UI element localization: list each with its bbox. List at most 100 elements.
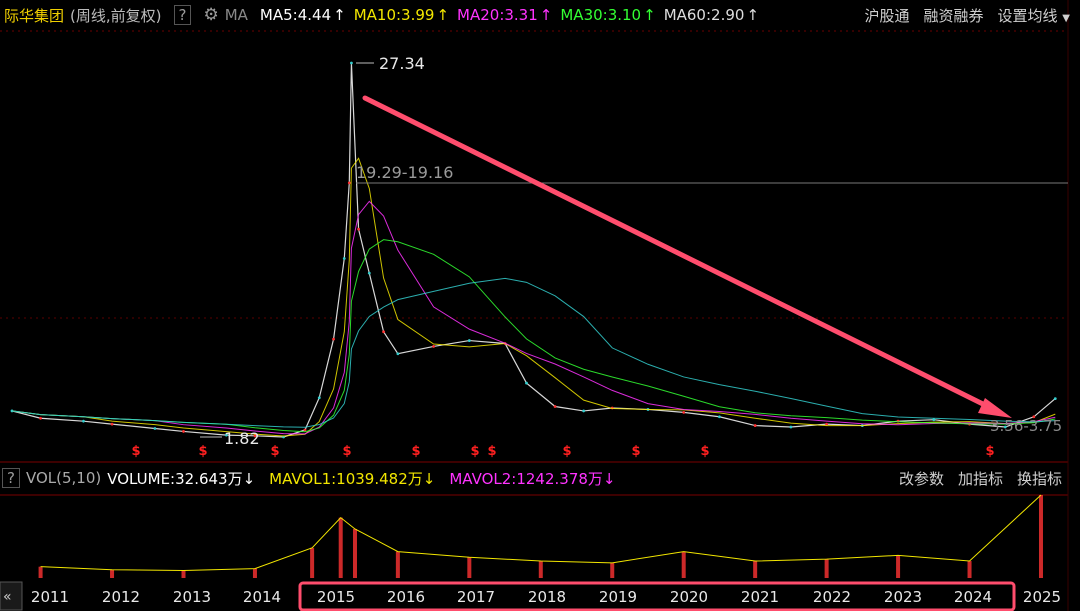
header-tools: 沪股通 融资融券 设置均线 ▼	[864, 5, 1070, 26]
price-point	[682, 410, 686, 414]
ma-line	[11, 200, 1056, 435]
x-tick-label: 2019	[599, 588, 637, 606]
ma-item: MA60:2.90 ↑	[663, 6, 760, 24]
price-point	[825, 422, 829, 426]
price-point	[153, 427, 157, 430]
x-tick-label: 2012	[102, 588, 140, 606]
tool-switch-indicator[interactable]: 换指标	[1016, 469, 1062, 488]
volume-header: ? VOL(5,10) VOLUME:32.643万↓ MAVOL1:1039.…	[0, 463, 1080, 493]
x-tick-label: 2025	[1023, 588, 1061, 606]
ma-label: MA	[224, 6, 248, 24]
dividend-marker-icon: $	[198, 444, 207, 459]
x-tick-label: 2011	[31, 588, 69, 606]
volume-bar	[110, 569, 115, 578]
mavol1-value: MAVOL1:1039.482万↓	[269, 469, 436, 488]
x-tick-label: 2021	[741, 588, 779, 606]
ma-line	[11, 277, 1056, 428]
price-point	[789, 425, 793, 429]
dividend-markers: $ $ $ $ $ $ $ $ $ $ $	[131, 444, 994, 459]
gear-icon[interactable]: ⚙	[203, 5, 219, 25]
tool-edit-params[interactable]: 改参数	[898, 469, 944, 488]
x-tick-label: 2018	[528, 588, 566, 606]
dividend-marker-icon: $	[487, 444, 496, 459]
dividend-marker-icon: $	[470, 444, 479, 459]
dividend-marker-icon: $	[411, 444, 420, 459]
volume-bar	[395, 551, 400, 578]
price-point	[753, 424, 757, 427]
dividend-marker-icon: $	[985, 444, 994, 459]
price-point	[317, 396, 321, 400]
price-point	[350, 61, 353, 65]
volume-tools: 改参数 加指标 换指标	[899, 468, 1062, 489]
price-point	[347, 181, 351, 185]
period-label[interactable]: (周线,前复权)	[70, 6, 162, 25]
price-point	[382, 330, 385, 334]
dividend-marker-icon: $	[131, 444, 140, 459]
ma-line	[11, 239, 1056, 433]
dividend-marker-icon: $	[700, 444, 709, 459]
price-point	[582, 409, 586, 413]
tool-hk-connect[interactable]: 沪股通	[864, 6, 910, 25]
price-point	[253, 434, 257, 438]
x-tick-label: 2014	[243, 588, 281, 606]
tool-add-indicator[interactable]: 加指标	[957, 469, 1003, 488]
volume-bar	[681, 551, 686, 578]
chart-header: 际华集团 (周线,前复权) ? ⚙ MA MA5:4.44 ↑ MA10:3.99 ↑…	[0, 0, 1080, 30]
tool-margin[interactable]: 融资融券	[923, 6, 984, 25]
trend-arrow	[362, 95, 998, 413]
help-icon[interactable]: ?	[173, 5, 192, 25]
x-axis-labels: 2011 2012 2013 2014 2015 2016 2017 2018 2019 2020…	[31, 588, 1061, 606]
ma-item: MA20:3.31 ↑	[457, 6, 553, 24]
volume-layer	[38, 494, 1043, 578]
scroll-left-button[interactable]	[0, 581, 23, 611]
volume-bar	[181, 570, 186, 578]
x-tick-label: 2013	[173, 588, 211, 606]
volume-bar	[310, 547, 315, 578]
price-point	[110, 422, 114, 426]
volume-bar	[896, 555, 901, 578]
price-point	[367, 271, 371, 275]
price-point	[525, 381, 528, 385]
price-point	[467, 339, 471, 342]
volume-bar	[610, 562, 615, 578]
price-layer	[10, 61, 1057, 439]
dividend-marker-icon: $	[631, 444, 640, 459]
volume-value: VOLUME:32.643万↓	[107, 469, 256, 488]
x-tick-label: 2017	[457, 588, 495, 606]
double-chevron-left-icon[interactable]: «	[3, 589, 12, 605]
price-point	[332, 337, 335, 341]
stock-name[interactable]: 际华集团	[4, 6, 65, 25]
dividend-marker-icon: $	[342, 444, 351, 459]
volume-bar	[824, 559, 829, 578]
x-tick-label: 2023	[884, 588, 922, 606]
x-tick-label: 2015	[317, 588, 355, 606]
volume-bar	[252, 568, 257, 578]
price-point	[182, 430, 185, 433]
volume-label[interactable]: VOL(5,10)	[25, 469, 102, 487]
current-annotation: 3.56-3.75	[990, 417, 1062, 435]
price-point	[82, 419, 85, 423]
high-annotation: 27.34	[379, 54, 425, 73]
price-point	[553, 405, 557, 408]
volume-bar	[967, 561, 972, 578]
trend-arrowhead	[978, 398, 1012, 418]
x-tick-label: 2016	[387, 588, 425, 606]
price-point	[718, 415, 721, 419]
dividend-marker-icon: $	[270, 444, 279, 459]
price-point	[1032, 415, 1036, 419]
year-highlight-box	[298, 581, 1016, 611]
ma-item: MA5:4.44 ↑	[259, 6, 346, 24]
price-point	[432, 345, 435, 348]
price-point	[39, 416, 42, 420]
volume-bar	[352, 528, 357, 578]
mavol2-value: MAVOL2:1242.378万↓	[449, 469, 616, 488]
volume-menu-icon[interactable]: ?	[2, 468, 20, 488]
tool-set-ma[interactable]: 设置均线 ▼	[997, 6, 1071, 25]
x-tick-label: 2020	[670, 588, 708, 606]
ma-item: MA10:3.99 ↑	[353, 6, 450, 24]
price-point	[1003, 425, 1007, 429]
ma-item: MA30:3.10 ↑	[560, 6, 656, 24]
price-point	[342, 257, 346, 260]
volume-bar	[467, 557, 472, 578]
